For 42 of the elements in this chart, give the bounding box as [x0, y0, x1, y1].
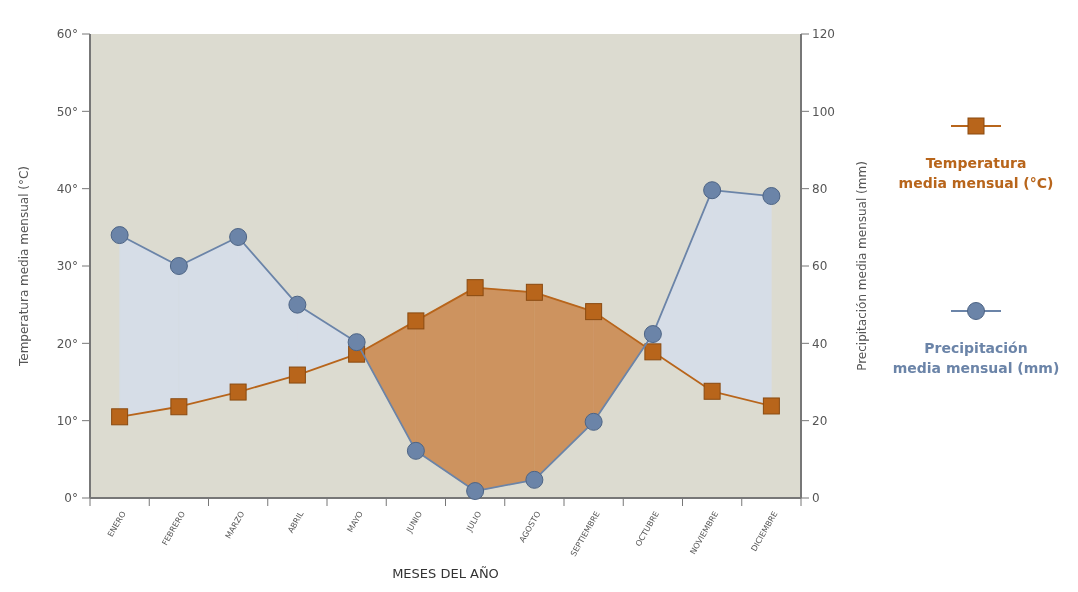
y-tick-label: 0°	[64, 491, 78, 506]
point	[110, 226, 129, 245]
y-tick-label: 20°	[56, 336, 78, 351]
point	[170, 398, 188, 416]
point	[406, 441, 425, 460]
text: Precipitación media mensual (mm)	[892, 340, 1060, 376]
point	[407, 312, 425, 330]
y2-tick-label: 40	[812, 336, 828, 351]
point	[703, 181, 722, 200]
x-axis-title: MESES DEL AÑO	[392, 566, 499, 581]
y2-tick-label: 120	[812, 27, 835, 42]
y-tick-label: 10°	[56, 413, 78, 428]
point	[288, 366, 306, 384]
point	[347, 333, 366, 352]
point	[169, 257, 188, 275]
y-tick-label: 30°	[56, 259, 78, 274]
text: Temperatura media mensual (°C)	[898, 155, 1054, 191]
point	[466, 279, 484, 297]
y2-tick-label: 80	[812, 181, 828, 196]
point	[762, 187, 781, 206]
point	[644, 343, 662, 361]
y-tick-label: 60°	[56, 27, 78, 42]
point	[466, 482, 485, 501]
point	[111, 408, 129, 426]
point	[525, 470, 544, 489]
point	[762, 397, 780, 415]
y2-tick-label: 0	[812, 491, 820, 506]
y-axis-title: Temperatura media mensual (°C)	[17, 165, 31, 368]
y2-tick-label: 60	[812, 259, 828, 274]
y2-tick-label: 100	[812, 104, 835, 119]
point	[643, 325, 662, 344]
point	[585, 303, 603, 321]
point	[584, 412, 603, 431]
point	[703, 382, 721, 400]
y-tick-label: 50°	[56, 104, 78, 119]
point	[288, 295, 307, 314]
y2-axis-title: Precipitación media mensual (mm)	[855, 161, 869, 371]
point	[229, 383, 247, 401]
point	[229, 228, 248, 246]
y-tick-label: 40°	[56, 181, 78, 196]
point	[525, 283, 543, 301]
y2-tick-label: 20	[812, 413, 828, 428]
